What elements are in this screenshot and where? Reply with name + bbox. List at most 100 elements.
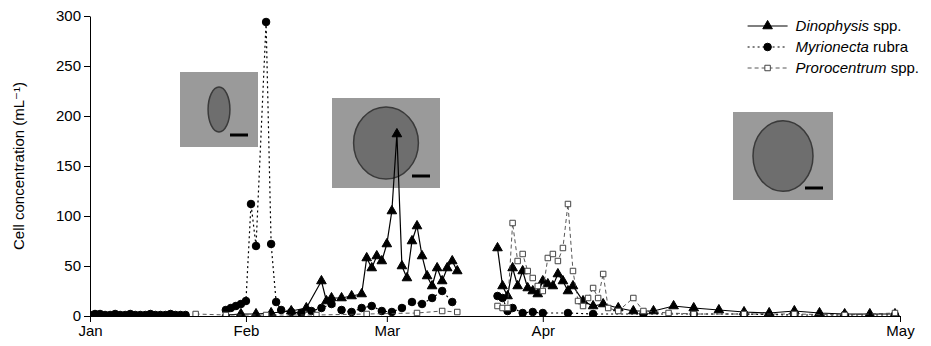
micrograph-cell bbox=[753, 121, 813, 191]
data-point bbox=[368, 302, 376, 310]
y-tick-label: 250 bbox=[56, 57, 81, 74]
y-tick: 150 bbox=[56, 157, 90, 174]
data-point bbox=[367, 262, 377, 270]
y-tick-label: 0 bbox=[73, 307, 81, 324]
y-tick-label: 100 bbox=[56, 207, 81, 224]
data-point bbox=[740, 310, 748, 316]
data-point bbox=[347, 290, 357, 298]
data-point bbox=[558, 275, 568, 283]
data-point bbox=[223, 312, 228, 316]
x-tick: Feb bbox=[234, 316, 260, 339]
data-point bbox=[550, 251, 555, 256]
y-axis-line bbox=[90, 17, 91, 317]
data-point bbox=[432, 262, 442, 270]
data-point bbox=[616, 308, 621, 313]
legend-label: Myrionecta rubra bbox=[796, 38, 909, 55]
data-point bbox=[841, 311, 849, 316]
data-point bbox=[560, 245, 565, 250]
data-point bbox=[690, 310, 698, 316]
data-point bbox=[398, 304, 406, 312]
scale-bar bbox=[805, 187, 823, 190]
data-point bbox=[418, 300, 426, 308]
data-point bbox=[388, 308, 396, 316]
data-point bbox=[666, 310, 671, 315]
data-point bbox=[669, 300, 679, 308]
data-point bbox=[641, 308, 646, 313]
x-tick: Apr bbox=[532, 316, 555, 339]
data-point bbox=[515, 258, 520, 263]
data-point bbox=[499, 294, 507, 302]
data-point bbox=[272, 298, 280, 306]
data-point bbox=[530, 275, 535, 280]
data-point bbox=[407, 235, 417, 243]
data-point bbox=[513, 280, 523, 288]
data-point bbox=[247, 200, 255, 208]
legend-marker bbox=[764, 43, 772, 51]
data-point bbox=[553, 268, 563, 276]
x-tick-label: May bbox=[886, 322, 915, 339]
data-point bbox=[605, 305, 610, 310]
data-point bbox=[691, 311, 696, 316]
data-point bbox=[540, 288, 545, 293]
data-point bbox=[649, 305, 659, 313]
data-point bbox=[252, 242, 260, 250]
data-point bbox=[595, 295, 600, 300]
y-tick: 200 bbox=[56, 107, 90, 124]
micrograph bbox=[332, 98, 440, 188]
y-axis: 0 50 100 150 200 250 300 bbox=[56, 7, 91, 324]
data-point bbox=[242, 297, 250, 305]
y-tick-label: 200 bbox=[56, 107, 81, 124]
data-point bbox=[448, 298, 456, 306]
x-tick-label: Mar bbox=[374, 322, 400, 339]
data-point bbox=[317, 275, 327, 283]
series-line bbox=[226, 134, 895, 315]
data-point bbox=[267, 240, 275, 248]
legend-entry: Prorocentrum spp. bbox=[748, 59, 919, 76]
data-point bbox=[437, 275, 447, 283]
data-point bbox=[357, 288, 367, 296]
data-point bbox=[408, 298, 416, 306]
data-point bbox=[498, 280, 508, 288]
data-point bbox=[422, 270, 432, 278]
y-tick-mark bbox=[84, 216, 90, 217]
data-point bbox=[263, 312, 268, 316]
y-tick-mark bbox=[84, 166, 90, 167]
y-tick: 250 bbox=[56, 57, 90, 74]
chart: JanFebMarAprMay050100150200250300Cell co… bbox=[0, 0, 931, 346]
data-point bbox=[570, 268, 575, 273]
data-point bbox=[392, 128, 402, 136]
data-point bbox=[539, 309, 547, 316]
data-point bbox=[519, 309, 527, 316]
data-point bbox=[555, 258, 560, 263]
data-point bbox=[600, 271, 605, 276]
micrograph bbox=[733, 112, 833, 200]
legend-marker bbox=[765, 65, 770, 70]
data-point bbox=[314, 312, 319, 316]
y-tick: 50 bbox=[64, 257, 90, 274]
micrograph-insets bbox=[180, 72, 833, 200]
y-tick-label: 300 bbox=[56, 7, 81, 24]
data-point bbox=[417, 250, 427, 258]
plot-area bbox=[90, 18, 900, 316]
legend-label: Dinophysis spp. bbox=[796, 17, 902, 34]
data-point bbox=[455, 309, 460, 314]
micrograph-cell bbox=[208, 87, 230, 132]
data-point bbox=[387, 205, 397, 213]
data-point bbox=[439, 308, 444, 313]
data-point bbox=[277, 306, 285, 314]
data-point bbox=[414, 310, 419, 315]
data-point bbox=[193, 311, 198, 316]
micrograph-cell bbox=[354, 107, 419, 179]
y-tick: 100 bbox=[56, 207, 90, 224]
y-tick-mark bbox=[84, 266, 90, 267]
data-point bbox=[741, 311, 746, 316]
data-point bbox=[438, 287, 446, 295]
data-point bbox=[568, 280, 578, 288]
y-tick: 300 bbox=[56, 7, 90, 24]
x-tick-label: Apr bbox=[532, 322, 555, 339]
y-tick-mark bbox=[84, 116, 90, 117]
data-point bbox=[589, 310, 597, 316]
data-point bbox=[427, 280, 437, 288]
y-tick: 0 bbox=[73, 307, 90, 324]
y-axis-title: Cell concentration (mL⁻¹) bbox=[10, 82, 27, 250]
